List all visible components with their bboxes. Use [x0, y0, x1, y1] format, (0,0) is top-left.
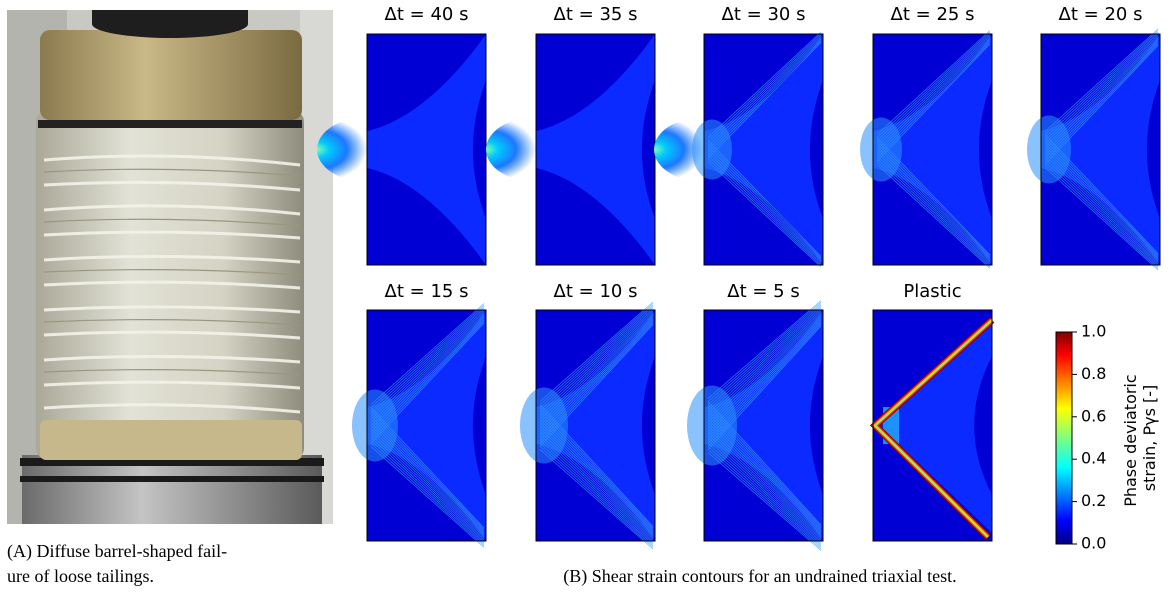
colorbar-label-line: Phase deviatoric — [1121, 374, 1140, 506]
contour-plot — [520, 302, 655, 549]
caption-b: (B) Shear strain contours for an undrain… — [563, 566, 956, 587]
strain-core — [687, 386, 737, 466]
figure: (A) Diffuse barrel-shaped fail- ure of l… — [0, 0, 1171, 594]
colorbar-label-line: strain, Pγs [-] — [1140, 385, 1159, 492]
contour-plot — [687, 301, 823, 551]
strain-core — [692, 120, 732, 180]
panel-title: Δt = 35 s — [554, 4, 638, 25]
contour-plot — [317, 34, 486, 265]
panel-title: Δt = 10 s — [554, 281, 638, 302]
contour-plot — [873, 310, 992, 541]
panel-title: Δt = 20 s — [1059, 4, 1143, 25]
strain-core — [352, 390, 398, 462]
contour-plot — [860, 31, 992, 269]
caption-a: (A) Diffuse barrel-shaped fail- ure of l… — [7, 541, 227, 586]
caption-line: ure of loose tailings. — [7, 566, 154, 586]
panel-title: Δt = 15 s — [385, 281, 469, 302]
strain-core — [1027, 116, 1071, 184]
colorbar-label: Phase deviatoric strain, Pγs [-] — [1121, 369, 1159, 507]
panel-title: Plastic — [903, 281, 961, 302]
tick-label: 0.2 — [1081, 491, 1106, 510]
colorbar-axis: 0.0 0.2 0.4 0.6 0.8 1.0 — [1072, 322, 1106, 553]
contour-panels: Δt = 40 s Δt = 35 s Δt = 30 s Δt = 25 s Δt =… — [317, 4, 1160, 551]
tick-label: 0.0 — [1081, 534, 1106, 553]
panel-title: Δt = 25 s — [891, 4, 975, 25]
photo — [7, 10, 333, 524]
caption-line: (A) Diffuse barrel-shaped fail- — [7, 541, 227, 562]
panel-title: Δt = 30 s — [722, 4, 806, 25]
contour-plot — [654, 32, 823, 267]
tick-label: 0.4 — [1081, 449, 1106, 468]
colorbar — [1056, 332, 1072, 544]
strain-core — [520, 388, 568, 464]
panel-title: Δt = 5 s — [727, 281, 799, 302]
panel-title: Δt = 40 s — [385, 4, 469, 25]
contour-plot — [1027, 29, 1160, 270]
tick-label: 0.6 — [1081, 406, 1106, 425]
contour-plot — [352, 304, 486, 548]
contour-plot — [486, 34, 655, 265]
tick-label: 0.8 — [1081, 364, 1106, 383]
tick-label: 1.0 — [1081, 322, 1106, 341]
strain-core — [860, 118, 902, 182]
